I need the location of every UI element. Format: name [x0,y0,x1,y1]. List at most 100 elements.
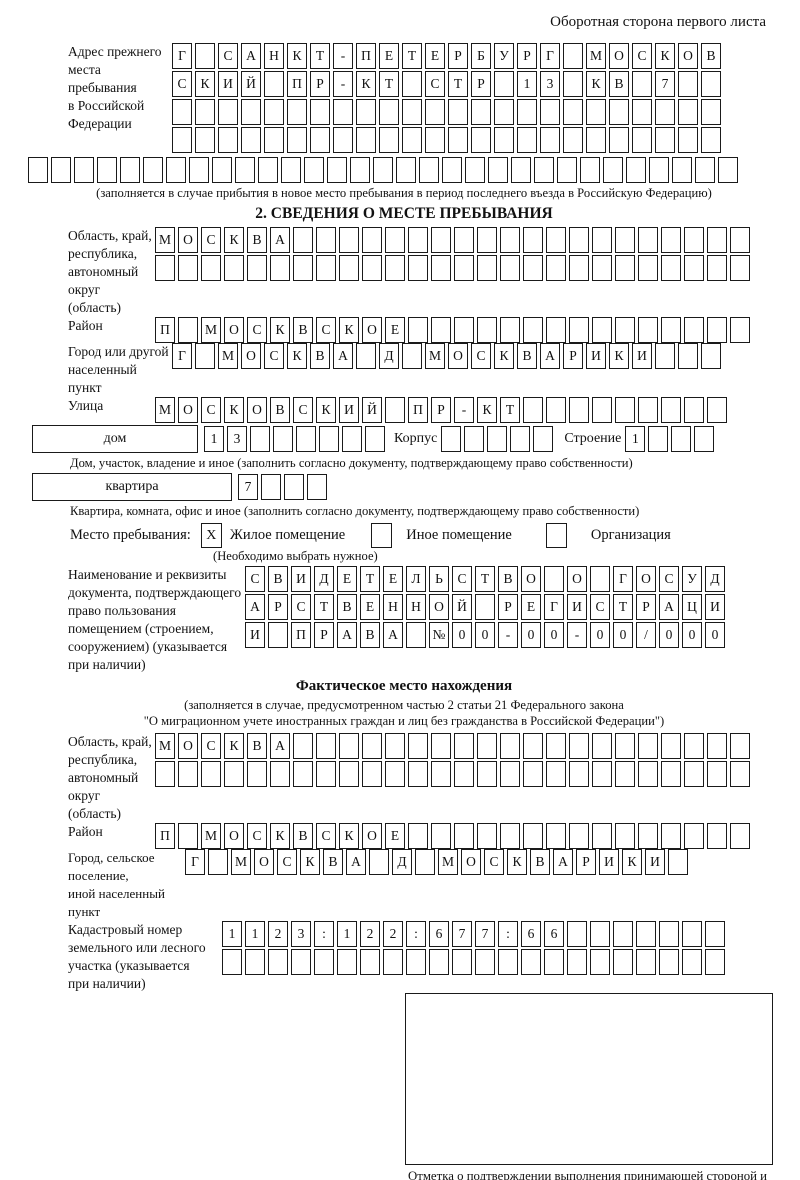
char-cell: С [291,594,311,620]
char-cell [195,99,215,125]
char-cell: К [609,343,629,369]
char-cell: М [425,343,445,369]
char-cell: Г [613,566,633,592]
char-cell [477,317,497,343]
char-cell: С [293,397,313,423]
char-cell [626,157,646,183]
char-cell [648,426,669,452]
fact-gorod-block: Город, сельское поселение, иной населенн… [28,849,780,921]
char-cell: О [254,849,274,875]
char-cell: Е [385,823,405,849]
char-cell: А [346,849,366,875]
char-cell: 0 [521,622,541,648]
dom-fieldbox: дом [32,425,198,453]
char-cell [523,761,543,787]
char-cell: 7 [475,921,495,947]
char-cell [661,227,681,253]
char-cell: 2 [383,921,403,947]
fact-oblast-block: Область, край, республика, автономный ок… [28,733,780,823]
char-cell: О [178,227,198,253]
char-cell [195,43,215,69]
char-cell [510,426,531,452]
char-cell [189,157,209,183]
char-cell: Г [544,594,564,620]
char-cell [546,317,566,343]
char-cell: К [270,823,290,849]
char-cell [454,255,474,281]
char-cell: В [498,566,518,592]
char-cell: О [247,397,267,423]
char-cell [661,317,681,343]
char-cell [684,823,704,849]
char-cell [632,127,652,153]
char-cell [546,397,566,423]
char-cell [281,157,301,183]
char-cell [396,157,416,183]
char-cell: В [609,71,629,97]
kvartira-caption: Квартира, комната, офис и иное (заполнит… [70,504,640,518]
char-cell [695,157,715,183]
char-cell [464,426,485,452]
char-cell [406,622,426,648]
char-cell [557,157,577,183]
char-cell [448,99,468,125]
char-cell [707,733,727,759]
char-cell: И [218,71,238,97]
char-cell [316,733,336,759]
char-cell [592,733,612,759]
char-cell: 0 [705,622,725,648]
char-cell [730,255,750,281]
char-cell: 0 [590,622,610,648]
char-cell: Ц [682,594,702,620]
char-cell: Д [379,343,399,369]
zhiloe-label: Жилое помещение [229,527,346,543]
char-cell [615,227,635,253]
char-cell [603,157,623,183]
char-cell: М [155,227,175,253]
char-cell [310,99,330,125]
char-cell [454,227,474,253]
char-cell: М [586,43,606,69]
char-cell [362,255,382,281]
cell-row: И П Р А В А № 0 0-0 0-0 0/0 0 0 [245,622,728,648]
fact-rayon-label: Район [68,824,103,839]
char-cell: К [195,71,215,97]
char-cell [655,99,675,125]
char-cell: В [337,594,357,620]
char-cell [247,255,267,281]
char-cell [477,255,497,281]
char-cell: - [333,71,353,97]
char-cell [661,761,681,787]
char-cell [592,823,612,849]
char-cell [730,317,750,343]
prev-address-caption: (заполняется в случае прибытия в новое м… [96,186,712,200]
char-cell: П [155,823,175,849]
kvartira-fieldbox: квартира [32,473,232,501]
char-cell [701,99,721,125]
char-cell [293,733,313,759]
char-cell [293,761,313,787]
char-cell: К [356,71,376,97]
char-cell: К [270,317,290,343]
char-cell [264,127,284,153]
char-cell [592,317,612,343]
char-cell: К [339,317,359,343]
char-cell: В [530,849,550,875]
char-cell [402,127,422,153]
char-cell: 0 [613,622,633,648]
char-cell: Е [425,43,445,69]
char-cell: С [247,317,267,343]
korpus-label: Корпус [394,431,438,446]
char-cell: 3 [227,426,247,452]
char-cell: В [323,849,343,875]
char-cell: Г [172,343,192,369]
char-cell [408,255,428,281]
oblast-label: Область, край, республика, автономный ок… [68,228,152,315]
char-cell [477,823,497,849]
char-cell [385,227,405,253]
cell-row [155,761,753,787]
char-cell: О [178,733,198,759]
char-cell [569,317,589,343]
char-cell [546,733,566,759]
